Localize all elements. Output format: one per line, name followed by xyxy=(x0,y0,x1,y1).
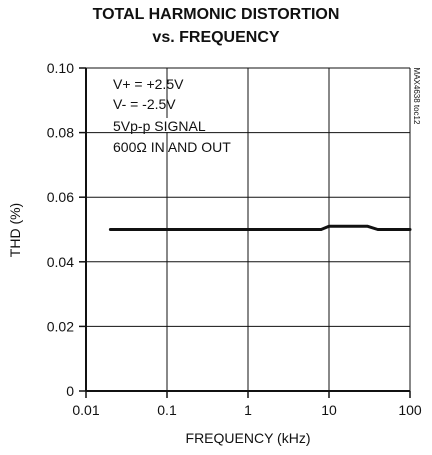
x-tick-label-2: 1 xyxy=(244,402,252,418)
x-axis-label: FREQUENCY (kHz) xyxy=(186,430,311,446)
annotation-signal: 5Vp-p SIGNAL xyxy=(113,118,206,134)
title-layer: TOTAL HARMONIC DISTORTION vs. FREQUENCY xyxy=(93,6,340,46)
chart-title-line-1: TOTAL HARMONIC DISTORTION xyxy=(93,6,340,23)
y-tick-label-0: 0 xyxy=(66,383,74,399)
x-tick-label-4: 100 xyxy=(398,402,422,418)
series-line-0 xyxy=(108,224,412,231)
series-layer xyxy=(108,224,412,231)
x-tick-label-3: 10 xyxy=(321,402,337,418)
y-tick-label-2: 0.04 xyxy=(47,254,74,270)
tick-layer: 0.01 0.1 1 10 100 0 0.02 0.04 0.06 0.08 0.10 xyxy=(47,60,422,418)
annotation-load: 600Ω IN AND OUT xyxy=(113,139,231,155)
chart-side-label: MAX4638 toc12 xyxy=(412,68,421,125)
annotation-mask xyxy=(108,118,212,132)
annotation-vminus: V- = -2.5V xyxy=(113,96,176,112)
y-tick-label-3: 0.06 xyxy=(47,189,74,205)
y-tick-label-5: 0.10 xyxy=(47,60,74,76)
y-tick-label-4: 0.08 xyxy=(47,125,74,141)
x-tick-label-1: 0.1 xyxy=(157,402,177,418)
y-tick-label-1: 0.02 xyxy=(47,318,74,334)
annotation-layer: V+ = +2.5V V- = -2.5V 5Vp-p SIGNAL 600Ω … xyxy=(108,76,231,155)
label-layer: FREQUENCY (kHz) THD (%) MAX4638 toc12 xyxy=(7,68,421,446)
annotation-vplus: V+ = +2.5V xyxy=(113,76,184,92)
chart-title-line-2: vs. FREQUENCY xyxy=(152,29,279,46)
y-axis-label: THD (%) xyxy=(7,203,23,257)
x-tick-label-0: 0.01 xyxy=(72,402,99,418)
